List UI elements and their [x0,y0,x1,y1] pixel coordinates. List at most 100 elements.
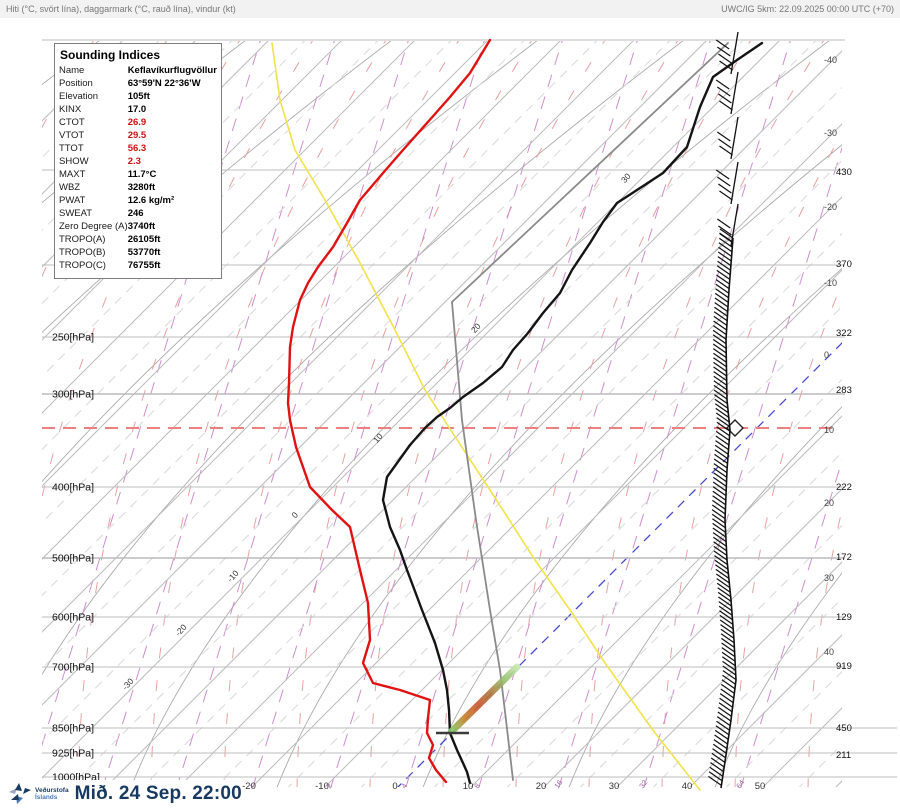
index-label: TROPO(C) [59,260,106,272]
index-label: Zero Degree (A) [59,221,128,233]
mixing-ratio-label: 16 [552,778,564,790]
right-isotherm-label: -10 [824,278,837,288]
temperature-axis-label: -20 [242,781,256,792]
adiabat-label: 0 [289,510,300,520]
icing-gradient-segment [448,663,521,735]
mixing-ratio-label: 8 [472,782,482,791]
index-row: WBZ 3280ft [59,182,217,195]
temperature-curve [381,41,764,785]
freezing-level-isotherm [397,342,842,787]
index-label: PWAT [59,195,86,207]
height-label: 222 [836,482,852,493]
height-label: 370 [836,259,852,270]
index-row: TROPO(C) 76755ft [59,260,217,273]
right-isotherm-label: 10 [824,425,834,435]
level-markers [436,663,521,735]
index-label: KINX [59,104,82,116]
index-row: SWEAT 246 [59,208,217,221]
right-isotherm-label: -30 [824,128,837,138]
index-row: Position 63°59'N 22°36'W [59,78,217,91]
index-row: KINX 17.0 [59,104,217,117]
mixing-ratio-label: 1 [246,782,256,791]
wind-barb [715,31,739,75]
adiabat-label: -30 [120,676,136,692]
index-row: Elevation 105ft [59,91,217,104]
temperature-axis-label: 20 [536,781,547,792]
pressure-axis-label: 500[hPa] [52,553,94,565]
index-value: 53770ft [127,247,161,259]
index-value: 26105ft [127,234,161,246]
index-label: Position [59,78,93,90]
index-row: PWAT 12.6 kg/m² [59,195,217,208]
index-label: VTOT [59,130,85,142]
wind-barb-column [708,31,739,789]
index-value: 3740ft [127,221,156,233]
index-value: 105ft [127,91,150,103]
index-value: 2.3 [127,156,141,168]
index-value: 76755ft [127,260,161,272]
tropopause-line [42,419,832,437]
axis-labels: 250[hPa] 300[hPa] 400[hPa] 500[hPa] 600[hPa]… [52,55,852,792]
index-value: 56.3 [127,143,147,155]
temperature-axis-label: 50 [755,781,766,792]
dewpoint-curve [286,38,492,784]
yellow-reference-curve [271,42,701,791]
index-value: 63°59'N 22°36'W [127,78,201,90]
index-value: 246 [127,208,144,220]
logo-wordmark: Veðurstofa Íslands [35,787,69,801]
adiabat-label: 30 [619,171,633,185]
chart-legend-text: Hiti (°C, svört lína), daggarmark (°C, r… [6,4,236,14]
height-label: 322 [836,328,852,339]
panel-title: Sounding Indices [60,48,161,62]
pressure-axis-label: 400[hPa] [52,482,94,494]
vedurstofa-logo-icon [7,782,33,806]
logo-line2: Íslands [35,794,58,801]
adiabat-label: 20 [469,321,483,335]
wind-barb [715,71,739,115]
index-value: 11.7°C [127,169,157,181]
temperature-axis-label: 40 [682,781,693,792]
index-row: SHOW 2.3 [59,156,217,169]
temperature-axis-label: 30 [609,781,620,792]
height-label: 211 [836,750,851,761]
mixing-ratio-label: 2 [324,782,334,791]
index-row: CTOT 26.9 [59,117,217,130]
valid-datetime-label: Mið. 24 Sep. 22:00 [74,783,242,804]
index-row: TROPO(A) 26105ft [59,234,217,247]
height-label: 172 [836,552,852,563]
index-row: Zero Degree (A) 3740ft [59,221,217,234]
pressure-axis-label: 300[hPa] [52,389,94,401]
index-value: 17.0 [127,104,147,116]
index-value: 3280ft [127,182,156,194]
standard-atmosphere-curve [451,42,729,781]
wind-barb [716,116,739,160]
temperature-axis-label: 0 [392,781,397,792]
logo-line1: Veðurstofa [35,787,69,794]
height-label: 450 [836,723,852,734]
indices-table: Name Keflavíkurflugvöllur Position 63°59'N … [59,65,217,273]
temperature-axis-label: -10 [315,781,329,792]
index-label: WBZ [59,182,81,194]
index-label: CTOT [59,117,85,129]
right-isotherm-label: -20 [824,202,837,212]
pressure-axis-label: 925[hPa] [52,748,94,760]
mixing-ratio-label: 64 [734,778,746,790]
adiabat-label: -20 [173,622,189,638]
pressure-axis-label: 850[hPa] [52,723,94,735]
right-isotherm-label: 20 [824,498,834,508]
wind-barb [715,161,739,205]
height-label: 919 [836,661,852,672]
index-row: TROPO(B) 53770ft [59,247,217,260]
index-label: SHOW [59,156,89,168]
sounding-indices-panel: Sounding Indices Name Keflavíkurflugvöllu… [54,43,222,280]
index-label: TTOT [59,143,84,155]
height-label: 283 [836,385,852,396]
index-value: 12.6 kg/m² [127,195,175,207]
model-run-text: UWC/IG 5km: 22.09.2025 00:00 UTC (+70) [721,4,894,14]
chart-header: Hiti (°C, svört lína), daggarmark (°C, r… [0,0,900,18]
index-label: MAXT [59,169,86,181]
index-row: MAXT 11.7°C [59,169,217,182]
right-isotherm-label: -40 [824,55,837,65]
